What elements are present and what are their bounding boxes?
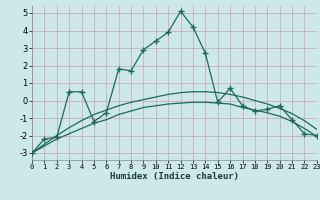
- X-axis label: Humidex (Indice chaleur): Humidex (Indice chaleur): [110, 172, 239, 181]
